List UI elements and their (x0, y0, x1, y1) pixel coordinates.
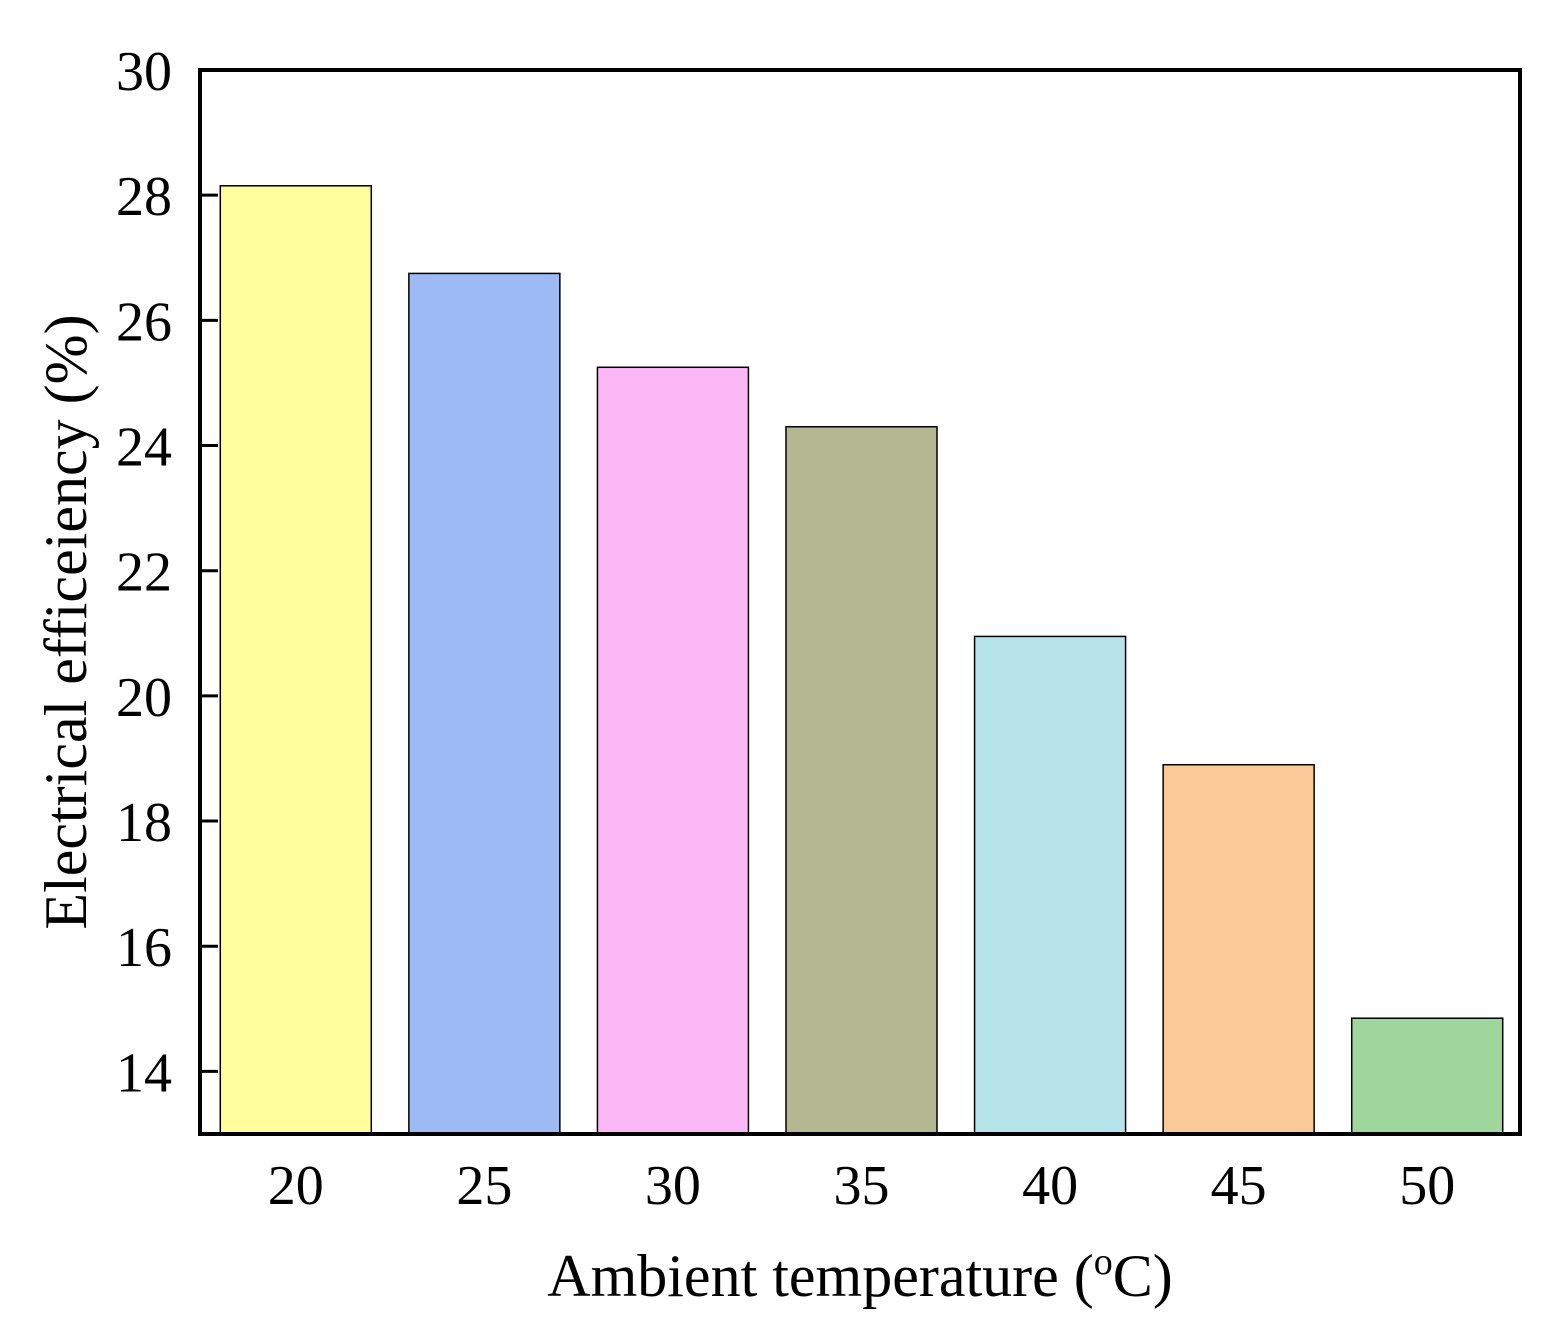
x-tick-label-25: 25 (456, 1155, 512, 1217)
x-tick-label-50: 50 (1399, 1155, 1455, 1217)
x-axis-title: Ambient temperature (oC) (547, 1241, 1172, 1309)
x-tick-label-20: 20 (268, 1155, 324, 1217)
y-tick-label-24: 24 (116, 417, 172, 479)
y-tick-label-20: 20 (116, 667, 172, 729)
y-tick-label-22: 22 (116, 542, 172, 604)
y-axis-ticks: 14 16 18 20 22 24 26 28 30 (116, 41, 218, 1104)
x-tick-label-30: 30 (645, 1155, 701, 1217)
x-axis-title-main: Ambient temperature ( (547, 1243, 1093, 1309)
y-tick-label-16: 16 (116, 917, 172, 979)
y-tick-label-26: 26 (116, 291, 172, 353)
bar-20 (219, 185, 373, 1135)
y-tick-label-30: 30 (116, 41, 172, 103)
bars-group (219, 185, 1504, 1135)
plot-frame (198, 68, 1522, 1136)
x-axis-title-degree: o (1094, 1241, 1113, 1283)
bar-25 (408, 272, 561, 1135)
bar-45 (1162, 763, 1315, 1135)
x-axis-ticks: 20 25 30 35 40 45 50 (268, 1155, 1455, 1217)
x-tick-label-35: 35 (834, 1155, 890, 1217)
bar-40 (973, 635, 1127, 1135)
y-tick-label-28: 28 (116, 166, 172, 228)
y-axis-title: Electrical efficeiency (%) (33, 314, 99, 929)
y-tick-label-14: 14 (116, 1042, 172, 1104)
bar-35 (785, 426, 938, 1135)
bar-50 (1350, 1017, 1504, 1135)
y-tick-label-18: 18 (116, 792, 172, 854)
x-axis-title-end: C) (1113, 1243, 1173, 1309)
x-tick-label-45: 45 (1211, 1155, 1267, 1217)
x-tick-label-40: 40 (1022, 1155, 1078, 1217)
bar-30 (596, 366, 750, 1135)
